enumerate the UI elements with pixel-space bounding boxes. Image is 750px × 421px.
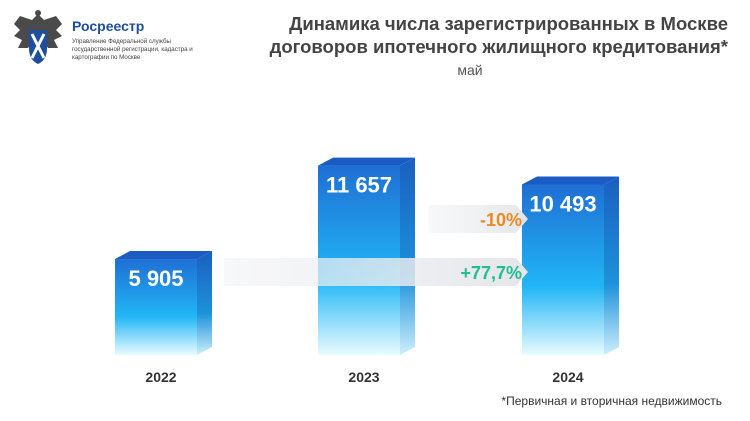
chart-subtitle: май	[457, 62, 483, 78]
bar-top	[115, 251, 212, 260]
rosreestr-logo: Росреестр Управление Федеральной службы …	[10, 8, 240, 78]
change-2022-2024-label: +77,7%	[460, 263, 522, 283]
chart-title-line2: договоров ипотечного жилищного кредитова…	[269, 36, 728, 57]
category-label: 2023	[348, 369, 379, 385]
bar-side	[197, 251, 212, 355]
eagle-emblem-icon	[14, 10, 62, 64]
change-2022-2024-arrow	[224, 258, 528, 286]
chart-title: Динамика числа зарегистрированных в Моск…	[208, 12, 728, 58]
bar-top	[318, 157, 415, 166]
category-label: 2022	[145, 369, 176, 385]
bar-value-label: 10 493	[529, 191, 596, 216]
org-subtitle: Управление Федеральной службы государств…	[72, 38, 193, 62]
chart-title-line1: Динамика числа зарегистрированных в Моск…	[289, 13, 728, 34]
bar-top	[522, 176, 619, 185]
category-label: 2024	[552, 369, 583, 385]
org-name: Росреестр	[72, 18, 145, 34]
bar	[522, 184, 604, 355]
footnote: *Первичная и вторичная недвижимость	[501, 394, 722, 408]
bar-value-label: 11 657	[326, 173, 392, 198]
bar-side	[400, 157, 415, 355]
change-2023-2024-label: -10%	[480, 210, 522, 230]
bar	[115, 259, 197, 355]
bar-side	[604, 176, 619, 355]
bar-value-label: 5 905	[128, 266, 183, 291]
change-2023-2024-arrow	[429, 205, 528, 233]
